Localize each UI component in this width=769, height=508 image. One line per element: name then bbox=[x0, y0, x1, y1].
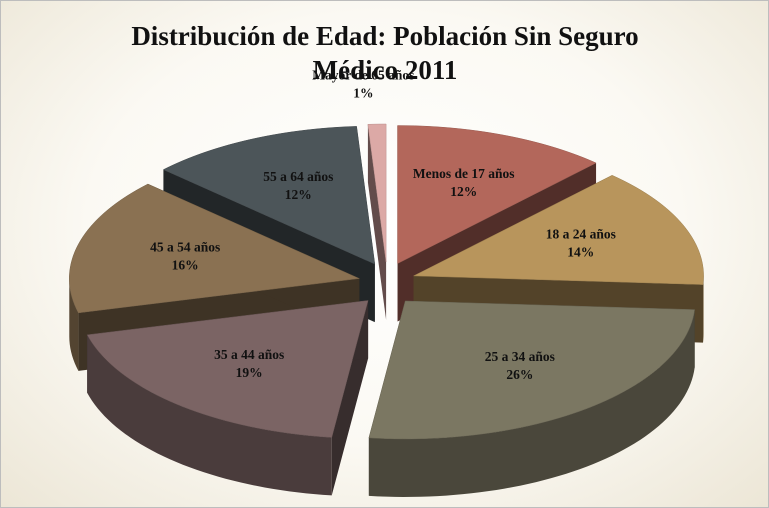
chart-title: Distribución de Edad: Población Sin Segu… bbox=[131, 21, 639, 85]
slice-top bbox=[86, 300, 369, 438]
slice-label: 35 a 44 años bbox=[214, 347, 284, 362]
slice bbox=[86, 300, 369, 496]
slice-top bbox=[162, 126, 376, 265]
slice-value-label: 12% bbox=[450, 184, 477, 199]
slice-label: Menos de 17 años bbox=[413, 166, 515, 181]
slice-top bbox=[367, 123, 387, 263]
slice bbox=[367, 123, 387, 321]
slice-top bbox=[69, 183, 361, 314]
slice-wall bbox=[368, 309, 695, 497]
slice-wall bbox=[703, 275, 704, 343]
slice-value-label: 19% bbox=[236, 365, 263, 380]
slice-label: 45 a 54 años bbox=[150, 239, 220, 254]
slice-label: 25 a 34 años bbox=[485, 349, 555, 364]
slice-wall bbox=[69, 278, 79, 371]
slice bbox=[368, 300, 695, 497]
slice-value-label: 14% bbox=[567, 244, 594, 259]
slice-top bbox=[413, 175, 704, 285]
slice-top bbox=[397, 125, 597, 264]
slice-label: Mayor de 65 años bbox=[312, 67, 414, 82]
slice-top bbox=[368, 300, 695, 440]
slice-value-label: 16% bbox=[172, 257, 199, 272]
slice-value-label: 1% bbox=[353, 85, 373, 100]
slice-side bbox=[367, 124, 387, 321]
slice-value-label: 12% bbox=[285, 187, 312, 202]
slice-wall bbox=[87, 334, 332, 496]
slice-value-label: 26% bbox=[506, 367, 533, 382]
slice-label: 18 a 24 años bbox=[546, 226, 616, 241]
slice-label: 55 a 64 años bbox=[263, 169, 333, 184]
